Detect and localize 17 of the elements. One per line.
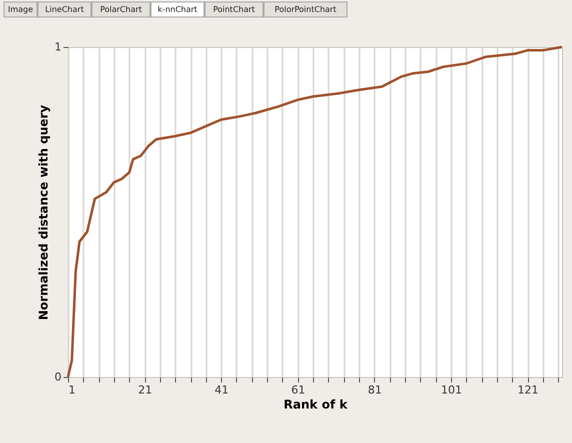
- x-tick-label: 61: [291, 384, 306, 396]
- text: PolorPointChart: [274, 5, 336, 14]
- x-tick-label: 1: [68, 384, 76, 396]
- line-series: [66, 46, 564, 378]
- x-tick-label: 41: [214, 384, 229, 396]
- x-tick-label: 101: [440, 384, 462, 396]
- x-axis-title: Rank of k: [284, 398, 348, 412]
- text: Image: [8, 5, 34, 14]
- text: PolarChart: [100, 5, 142, 14]
- y-tick-label: 0: [54, 370, 62, 384]
- x-tick-label: 81: [368, 384, 382, 396]
- y-axis-title: Normalized distance with query: [36, 104, 50, 320]
- x-tick-label: 121: [518, 384, 539, 396]
- text: LineChart: [45, 5, 84, 14]
- text: PointChart: [213, 5, 255, 14]
- x-tick-label: 21: [138, 384, 152, 396]
- text: k-nnChart: [158, 5, 198, 14]
